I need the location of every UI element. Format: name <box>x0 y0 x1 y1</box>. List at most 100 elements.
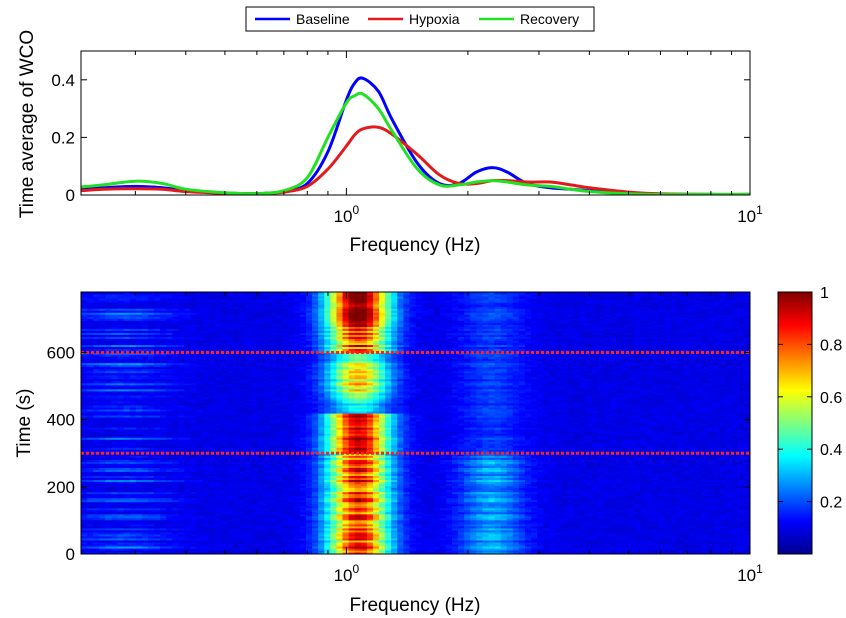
heatmap-cell <box>360 511 368 515</box>
heatmap-cell <box>409 503 417 507</box>
heatmap-cell <box>597 539 605 543</box>
heatmap-cell <box>281 501 289 505</box>
heatmap-cell <box>178 535 185 539</box>
heatmap-cell <box>336 533 344 537</box>
heatmap-cell <box>567 533 575 537</box>
heatmap-cell <box>531 521 538 525</box>
heatmap-cell <box>220 511 228 515</box>
heatmap-cell <box>451 527 459 531</box>
heatmap-cell <box>257 531 265 535</box>
heatmap-cell <box>482 531 490 535</box>
heatmap-cell <box>707 505 715 509</box>
heatmap-cell <box>506 533 514 537</box>
heatmap-cell <box>567 547 575 551</box>
heatmap-cell <box>737 515 745 519</box>
heatmap-cell <box>99 541 106 545</box>
heatmap-cell <box>99 525 106 529</box>
x-tick-label: 100 <box>334 203 360 226</box>
heatmap-cell <box>81 531 88 535</box>
heatmap-cell <box>506 513 514 517</box>
heatmap-cell <box>87 549 94 553</box>
heatmap-cell <box>731 517 739 521</box>
heatmap-cell <box>610 545 617 549</box>
heatmap-cell <box>573 511 581 515</box>
heatmap-cell <box>658 529 666 533</box>
heatmap-cell <box>172 503 179 507</box>
heatmap-cell <box>281 527 289 531</box>
heatmap-cell <box>129 503 137 507</box>
heatmap-cell <box>415 539 423 543</box>
heatmap-cell <box>731 509 739 513</box>
heatmap-cell <box>506 511 514 515</box>
heatmap-cell <box>93 509 100 513</box>
heatmap-cell <box>664 523 672 527</box>
heatmap-cell <box>306 505 313 509</box>
heatmap-cell <box>220 527 228 531</box>
heatmap-cell <box>549 531 556 535</box>
heatmap-cell <box>141 523 149 527</box>
heatmap-cell <box>105 503 113 507</box>
heatmap-cell <box>719 515 727 519</box>
heatmap-cell <box>470 517 477 521</box>
heatmap-cell <box>458 541 465 545</box>
heatmap-cell <box>743 505 750 509</box>
heatmap-cell <box>117 513 125 517</box>
heatmap-cell <box>604 543 611 547</box>
heatmap-cell <box>397 515 404 519</box>
heatmap-cell <box>269 533 277 537</box>
heatmap-cell <box>439 543 447 547</box>
heatmap-cell <box>239 503 246 507</box>
heatmap-cell <box>111 527 119 531</box>
heatmap-cell <box>573 507 581 511</box>
heatmap-cell <box>579 545 587 549</box>
heatmap-cell <box>634 551 642 554</box>
heatmap-cell <box>701 503 709 507</box>
heatmap-cell <box>689 503 696 507</box>
heatmap-cell <box>610 539 617 543</box>
heatmap-cell <box>713 503 721 507</box>
heatmap-cell <box>652 525 660 529</box>
heatmap-cell <box>445 529 453 533</box>
heatmap-cell <box>512 507 520 511</box>
heatmap-cell <box>214 511 222 515</box>
heatmap-cell <box>524 539 532 543</box>
heatmap-cell <box>445 541 453 545</box>
heatmap-cell <box>573 509 581 513</box>
heatmap-cell <box>439 541 447 545</box>
heatmap-cell <box>421 525 429 529</box>
heatmap-cell <box>524 525 532 529</box>
heatmap-cell <box>585 545 593 549</box>
heatmap-cell <box>561 543 569 547</box>
heatmap-cell <box>360 517 368 521</box>
heatmap-cell <box>591 523 599 527</box>
heatmap-cell <box>397 501 404 505</box>
heatmap-cell <box>743 527 750 531</box>
heatmap-cell <box>537 517 544 521</box>
heatmap-cell <box>701 517 709 521</box>
heatmap-cell <box>342 549 350 553</box>
heatmap-cell <box>670 545 678 549</box>
heatmap-cell <box>415 543 423 547</box>
heatmap-cell <box>597 515 605 519</box>
heatmap-cell <box>263 501 271 505</box>
heatmap-cell <box>306 527 313 531</box>
heatmap-cell <box>695 529 702 533</box>
heatmap-cell <box>634 517 642 521</box>
heatmap-cell <box>494 515 502 519</box>
heatmap-cell <box>153 547 161 551</box>
heatmap-cell <box>616 515 623 519</box>
heatmap-cell <box>141 541 149 545</box>
heatmap-cell <box>464 545 471 549</box>
heatmap-cell <box>439 529 447 533</box>
heatmap-cell <box>397 509 404 513</box>
heatmap-cell <box>482 545 490 549</box>
heatmap-cell <box>287 521 295 525</box>
heatmap-cell <box>725 515 733 519</box>
heatmap-cell <box>512 523 520 527</box>
heatmap-cell <box>543 549 550 553</box>
heatmap-cell <box>573 515 581 519</box>
heatmap-cell <box>178 505 185 509</box>
heatmap-cell <box>233 547 240 551</box>
heatmap-cell <box>561 505 569 509</box>
